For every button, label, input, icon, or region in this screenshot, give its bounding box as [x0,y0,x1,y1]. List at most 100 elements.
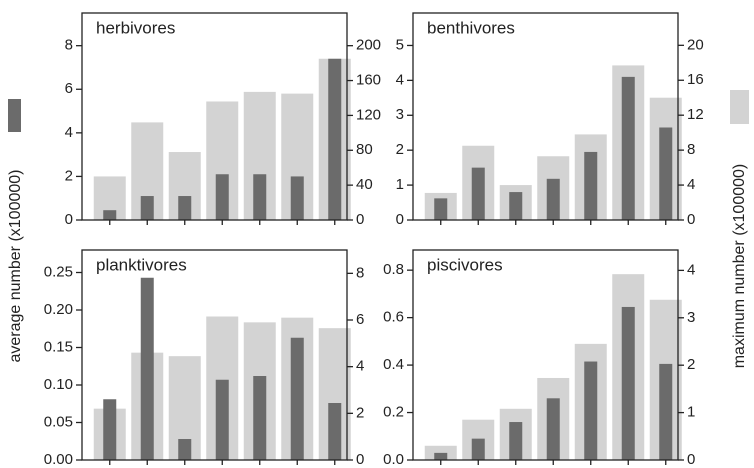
left-tick-label: 3 [396,106,404,123]
avg-bar-benthivores-D [546,178,560,220]
left-tick-label: 0.0 [383,451,404,468]
right-axis-title: maximum number (x100000) [731,164,748,369]
right-tick-label: 2 [687,356,695,373]
avg-bar-benthivores-E [584,151,598,220]
right-tick-label: 1 [687,404,695,421]
x-tick-label-A: A [436,467,446,468]
left-axis-title: average number (x100000) [7,169,24,362]
x-tick-label-G: G [660,467,672,468]
left-tick-label: 0.6 [383,309,404,326]
right-tick-label: 4 [687,261,695,278]
right-tick-label: 40 [356,176,373,193]
panel-title: herbivores [96,18,175,37]
x-tick-label-D: D [217,467,228,468]
avg-bar-piscivores-B [471,438,485,460]
left-tick-label: 6 [65,80,73,97]
right-tick-label: 16 [687,71,704,88]
left-tick-label: 0.15 [44,338,73,355]
left-tick-label: 1 [396,176,404,193]
left-tick-label: 0.20 [44,301,73,318]
avg-bar-herbivores-B [140,196,154,220]
avg-bar-benthivores-A [434,198,448,220]
avg-bar-planktivores-D [215,379,229,460]
avg-bar-herbivores-E [253,174,267,220]
right-tick-label: 4 [687,176,695,193]
x-tick-label-D: D [548,467,559,468]
avg-bar-herbivores-A [103,210,117,220]
left-tick-label: 8 [65,37,73,54]
x-tick-label-E: E [255,467,265,468]
avg-bar-benthivores-G [659,127,673,220]
right-tick-label: 0 [356,211,364,228]
avg-bar-herbivores-D [215,174,229,220]
right-tick-label: 160 [356,72,381,89]
left-tick-label: 4 [65,124,73,141]
left-tick-label: 0.4 [383,356,404,373]
x-tick-label-G: G [329,467,341,468]
x-tick-label-A: A [105,467,115,468]
panel-title: benthivores [427,18,515,37]
x-tick-label-C: C [179,467,190,468]
avg-bar-piscivores-F [621,306,635,460]
right-tick-label: 2 [356,404,364,421]
left-tick-label: 0.25 [44,263,73,280]
right-tick-label: 0 [687,211,695,228]
avg-bar-benthivores-F [621,76,635,220]
avg-bar-piscivores-G [659,363,673,460]
panel-frame-piscivores [412,249,679,461]
avg-bar-planktivores-F [290,337,304,460]
panel-piscivores: 0.0 0.2 0.4 0.6 0.8 0 1 2 3 4 A B C D E F Gpiscivores [383,249,695,468]
panel-title: planktivores [96,255,187,274]
left-tick-label: 0 [396,211,404,228]
chart-panels: 0246804080120160200herbivores01234504812… [44,12,704,468]
avg-bar-benthivores-B [471,167,485,220]
right-tick-label: 3 [687,309,695,326]
avg-bar-planktivores-G [328,403,342,460]
left-tick-label: 0.00 [44,451,73,468]
x-tick-label-C: C [510,467,521,468]
average-legend-swatch [8,99,21,132]
left-tick-label: 0.10 [44,376,73,393]
avg-bar-planktivores-E [253,376,267,460]
left-tick-label: 0.8 [383,261,404,278]
left-tick-label: 0.05 [44,413,73,430]
right-tick-label: 0 [687,451,695,468]
x-tick-label-F: F [293,467,302,468]
panel-planktivores: 0.00 0.05 0.10 0.15 0.20 0.25 0 2 4 6 8 A B C D E F Gplan… [44,249,364,468]
avg-bar-piscivores-D [546,398,560,460]
left-tick-label: 4 [396,71,404,88]
right-tick-label: 8 [687,141,695,158]
panel-frame-benthivores [412,12,679,221]
x-tick-label-B: B [473,467,483,468]
left-tick-label: 0 [65,211,73,228]
left-tick-label: 2 [396,141,404,158]
right-tick-label: 0 [356,451,364,468]
panel-frame-planktivores [81,249,348,461]
avg-bar-planktivores-B [140,277,154,460]
right-tick-label: 8 [356,264,364,281]
x-tick-label-B: B [142,467,152,468]
panel-title: piscivores [427,255,503,274]
avg-bar-piscivores-E [584,361,598,460]
right-tick-label: 4 [356,358,364,375]
right-tick-label: 200 [356,37,381,54]
avg-bar-benthivores-C [509,192,523,220]
avg-bar-herbivores-C [178,196,192,220]
avg-bar-herbivores-G [328,58,342,220]
right-tick-label: 6 [356,311,364,328]
x-tick-label-E: E [586,467,596,468]
avg-bar-herbivores-F [290,176,304,220]
avg-bar-planktivores-A [103,399,117,460]
maximum-legend-swatch [730,90,749,124]
avg-bar-piscivores-C [509,422,523,460]
right-tick-label: 12 [687,106,704,123]
right-tick-label: 120 [356,106,381,123]
right-tick-label: 20 [687,36,704,53]
x-tick-label-F: F [624,467,633,468]
avg-bar-planktivores-C [178,439,192,460]
left-tick-label: 0.2 [383,404,404,421]
right-tick-label: 80 [356,141,373,158]
panel-frame-herbivores [81,12,348,221]
